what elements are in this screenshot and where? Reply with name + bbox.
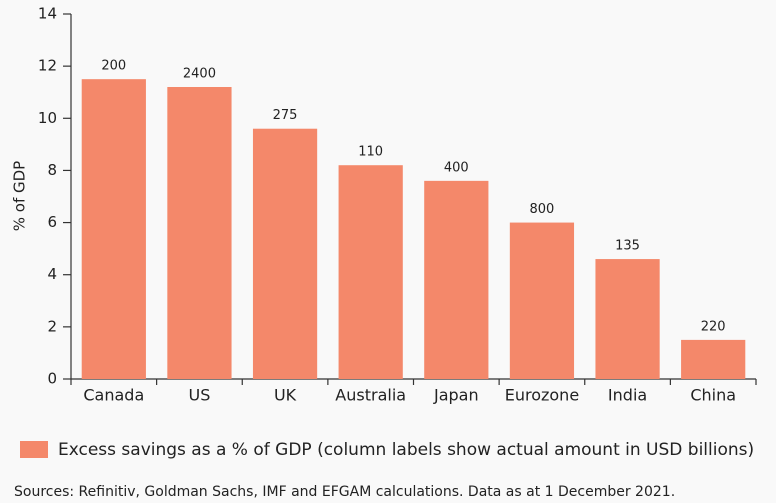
y-axis-label: % of GDP	[11, 161, 29, 231]
legend-swatch	[20, 441, 48, 458]
y-tick-label: 0	[47, 370, 57, 388]
y-tick-label: 4	[47, 265, 57, 283]
bar	[595, 259, 660, 379]
column-label: 220	[701, 319, 726, 334]
y-tick-label: 10	[38, 109, 57, 127]
column-label: 275	[273, 108, 298, 123]
x-tick-label: Australia	[335, 386, 406, 405]
y-tick-label: 14	[38, 5, 57, 23]
bar	[338, 165, 403, 379]
y-tick-label: 12	[38, 57, 57, 75]
y-tick-label: 6	[47, 213, 57, 231]
bar	[681, 339, 746, 379]
column-label: 135	[615, 239, 640, 254]
x-tick-label: US	[189, 386, 211, 405]
bar	[424, 180, 489, 379]
x-tick-label: UK	[274, 386, 297, 405]
bar	[252, 128, 318, 379]
source-note: Sources: Refinitiv, Goldman Sachs, IMF a…	[14, 484, 675, 500]
x-tick-label: Canada	[83, 386, 144, 405]
legend-label: Excess savings as a % of GDP (column lab…	[58, 440, 754, 460]
y-tick-label: 8	[47, 161, 57, 179]
column-label: 2400	[183, 67, 216, 82]
x-tick-label: India	[608, 386, 647, 405]
x-tick-label: China	[690, 386, 736, 405]
column-label: 200	[101, 59, 126, 74]
column-label: 110	[358, 145, 383, 160]
bar	[167, 87, 232, 379]
y-tick-label: 2	[47, 317, 57, 335]
x-tick-label: Eurozone	[505, 386, 579, 405]
x-tick-label: Japan	[433, 386, 479, 405]
bar	[81, 79, 146, 379]
column-label: 800	[530, 202, 555, 217]
column-label: 400	[444, 160, 469, 175]
bar	[509, 222, 575, 379]
